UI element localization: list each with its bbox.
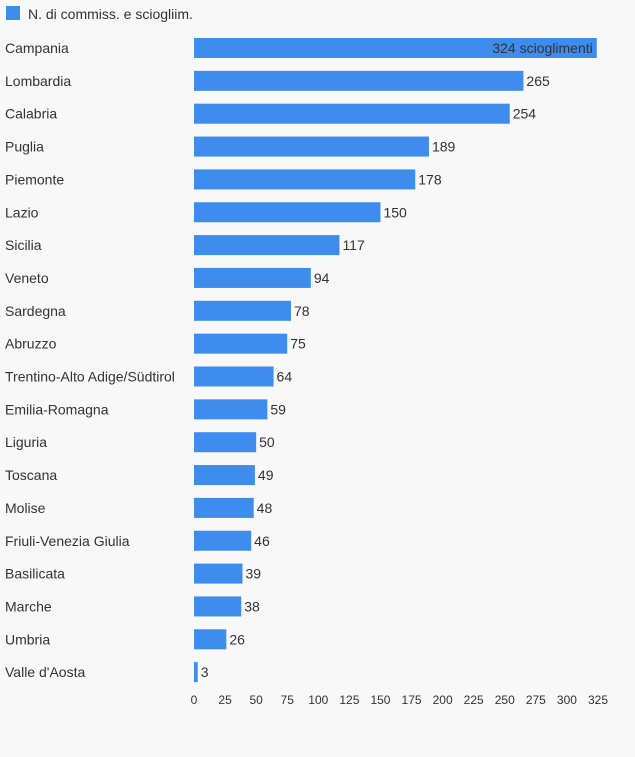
bar [194, 333, 288, 354]
legend: N. di commiss. e sciogliim. [6, 6, 193, 22]
bar [194, 300, 291, 321]
bar [194, 465, 255, 486]
value-label: 3 [201, 664, 209, 680]
bar [194, 497, 254, 518]
x-tick-label: 100 [308, 693, 328, 707]
x-tick-label: 0 [191, 693, 198, 707]
x-axis-ticks: 0 25 50 75 100 125 150 175 200 225 250 275 300 325 [191, 693, 609, 707]
bars [194, 38, 597, 683]
category-label: Marche [5, 598, 52, 614]
value-label: 78 [294, 303, 310, 319]
value-label: 178 [418, 171, 442, 187]
x-tick-label: 200 [433, 693, 453, 707]
x-tick-label: 50 [249, 693, 263, 707]
bar [194, 136, 429, 157]
x-tick-label: 300 [557, 693, 577, 707]
category-label: Valle d'Aosta [5, 664, 85, 680]
category-label: Emilia-Romagna [5, 401, 109, 417]
value-label: 94 [314, 270, 330, 286]
category-label: Veneto [5, 270, 49, 286]
x-tick-label: 175 [402, 693, 422, 707]
x-tick-label: 125 [339, 693, 359, 707]
x-tick-label: 150 [370, 693, 390, 707]
category-label: Lazio [5, 204, 39, 220]
category-label: Abruzzo [5, 336, 57, 352]
bar [194, 399, 268, 420]
bar [194, 169, 416, 190]
category-label: Friuli-Venezia Giulia [5, 533, 130, 549]
x-tick-label: 25 [218, 693, 232, 707]
bar [194, 596, 242, 617]
category-label: Molise [5, 500, 46, 516]
bar [194, 38, 597, 58]
legend-swatch [6, 6, 20, 20]
category-label: Puglia [5, 139, 44, 155]
bar [194, 366, 274, 387]
category-label: Campania [5, 40, 69, 56]
value-label: 254 [513, 106, 537, 122]
value-label: 39 [245, 566, 261, 582]
value-labels: 324 scioglimenti 265 254 189 178 150 117 94 78 75… [201, 40, 593, 680]
x-tick-label: 225 [464, 693, 484, 707]
value-label: 75 [290, 336, 306, 352]
value-label: 50 [259, 434, 275, 450]
bar [194, 235, 340, 256]
bar [194, 662, 198, 683]
value-label: 117 [342, 237, 365, 253]
x-tick-label: 75 [281, 693, 295, 707]
category-label: Calabria [5, 106, 57, 122]
value-label: 265 [526, 73, 550, 89]
value-label: 26 [229, 631, 245, 647]
bar [194, 530, 252, 551]
category-label: Sardegna [5, 303, 66, 319]
bar [194, 629, 227, 650]
category-label: Liguria [5, 434, 47, 450]
category-label: Toscana [5, 467, 57, 483]
bar [194, 563, 243, 584]
value-label: 38 [244, 598, 260, 614]
bar [194, 432, 257, 453]
category-label: Lombardia [5, 73, 71, 89]
category-label: Sicilia [5, 237, 42, 253]
x-tick-label: 325 [588, 693, 608, 707]
value-label: 48 [257, 500, 273, 516]
value-label: 59 [270, 401, 286, 417]
bar [194, 103, 510, 124]
bar [194, 70, 524, 91]
value-label: 46 [254, 533, 270, 549]
category-label: Umbria [5, 631, 50, 647]
category-label: Piemonte [5, 171, 64, 187]
category-label: Basilicata [5, 566, 65, 582]
value-label: 324 scioglimenti [492, 40, 592, 56]
value-label: 189 [432, 139, 456, 155]
value-label: 150 [383, 204, 407, 220]
bar [194, 267, 311, 288]
category-label: Trentino-Alto Adige/Südtirol [5, 369, 175, 385]
value-label: 64 [277, 369, 293, 385]
x-tick-label: 250 [495, 693, 515, 707]
legend-label: N. di commiss. e sciogliim. [28, 6, 193, 22]
category-labels: Campania Lombardia Calabria Puglia Piemonte L… [5, 40, 175, 680]
x-tick-label: 275 [526, 693, 546, 707]
bar [194, 202, 381, 223]
value-label: 49 [258, 467, 274, 483]
